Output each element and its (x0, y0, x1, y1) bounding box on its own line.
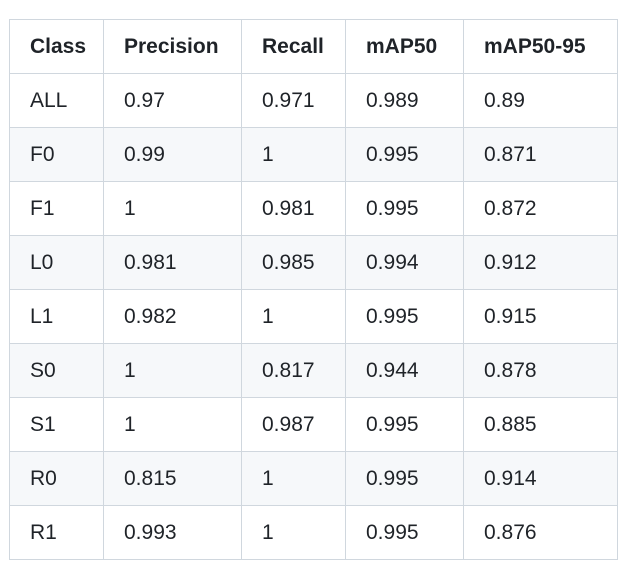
cell-class: S1 (9, 397, 104, 452)
cell-map50-95: 0.914 (463, 451, 618, 506)
header-precision: Precision (103, 19, 242, 74)
header-map50: mAP50 (345, 19, 464, 74)
table-row: L0 0.981 0.985 0.994 0.912 (9, 235, 618, 290)
cell-precision: 0.993 (103, 505, 242, 560)
table-header: Class Precision Recall mAP50 mAP50-95 (9, 19, 618, 74)
cell-recall: 0.981 (241, 181, 346, 236)
cell-map50-95: 0.885 (463, 397, 618, 452)
cell-class: S0 (9, 343, 104, 398)
cell-precision: 0.982 (103, 289, 242, 344)
metrics-table-container: Class Precision Recall mAP50 mAP50-95 AL… (9, 19, 618, 560)
cell-map50-95: 0.872 (463, 181, 618, 236)
cell-recall: 1 (241, 127, 346, 182)
cell-class: L1 (9, 289, 104, 344)
cell-recall: 1 (241, 289, 346, 344)
cell-map50: 0.944 (345, 343, 464, 398)
cell-precision: 0.97 (103, 73, 242, 128)
cell-map50: 0.995 (345, 289, 464, 344)
cell-class: ALL (9, 73, 104, 128)
cell-recall: 1 (241, 451, 346, 506)
cell-map50: 0.994 (345, 235, 464, 290)
table-row: R0 0.815 1 0.995 0.914 (9, 451, 618, 506)
cell-precision: 1 (103, 397, 242, 452)
table-row: L1 0.982 1 0.995 0.915 (9, 289, 618, 344)
cell-precision: 0.99 (103, 127, 242, 182)
table-row: F0 0.99 1 0.995 0.871 (9, 127, 618, 182)
cell-map50-95: 0.876 (463, 505, 618, 560)
header-map50-95: mAP50-95 (463, 19, 618, 74)
cell-class: L0 (9, 235, 104, 290)
cell-precision: 1 (103, 343, 242, 398)
cell-class: R0 (9, 451, 104, 506)
cell-map50: 0.995 (345, 127, 464, 182)
cell-class: F1 (9, 181, 104, 236)
table-row: S0 1 0.817 0.944 0.878 (9, 343, 618, 398)
cell-map50: 0.995 (345, 397, 464, 452)
metrics-table: Class Precision Recall mAP50 mAP50-95 AL… (9, 19, 618, 560)
cell-map50: 0.989 (345, 73, 464, 128)
table-row: ALL 0.97 0.971 0.989 0.89 (9, 73, 618, 128)
cell-map50: 0.995 (345, 451, 464, 506)
header-class: Class (9, 19, 104, 74)
header-row: Class Precision Recall mAP50 mAP50-95 (9, 19, 618, 74)
cell-map50-95: 0.89 (463, 73, 618, 128)
cell-map50: 0.995 (345, 181, 464, 236)
cell-map50-95: 0.871 (463, 127, 618, 182)
table-row: F1 1 0.981 0.995 0.872 (9, 181, 618, 236)
table-row: R1 0.993 1 0.995 0.876 (9, 505, 618, 560)
cell-map50-95: 0.912 (463, 235, 618, 290)
table-row: S1 1 0.987 0.995 0.885 (9, 397, 618, 452)
cell-recall: 1 (241, 505, 346, 560)
cell-precision: 0.815 (103, 451, 242, 506)
cell-map50-95: 0.915 (463, 289, 618, 344)
cell-recall: 0.817 (241, 343, 346, 398)
cell-recall: 0.985 (241, 235, 346, 290)
header-recall: Recall (241, 19, 346, 74)
cell-precision: 1 (103, 181, 242, 236)
cell-map50-95: 0.878 (463, 343, 618, 398)
cell-map50: 0.995 (345, 505, 464, 560)
cell-recall: 0.987 (241, 397, 346, 452)
cell-recall: 0.971 (241, 73, 346, 128)
cell-precision: 0.981 (103, 235, 242, 290)
table-body: ALL 0.97 0.971 0.989 0.89 F0 0.99 1 0.99… (9, 73, 618, 560)
cell-class: R1 (9, 505, 104, 560)
cell-class: F0 (9, 127, 104, 182)
